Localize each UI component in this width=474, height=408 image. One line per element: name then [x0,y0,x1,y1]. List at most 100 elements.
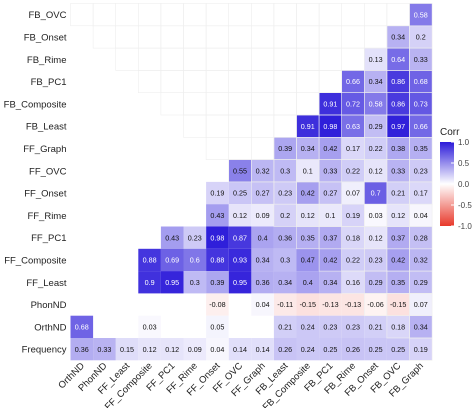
cell-value-label: 0.25 [391,345,405,354]
heatmap-cell [296,226,320,249]
cell-value-label: 0.58 [414,10,428,19]
heatmap-cell [409,315,433,338]
heatmap-cell [296,293,320,316]
cell-value-label: 0.13 [369,55,383,64]
cell-value-label: 0.23 [369,256,383,265]
heatmap-cell [251,159,274,182]
grid-cell-outline [341,47,365,71]
grid-cell-outline [160,92,184,116]
cell-value-label: 0.14 [233,345,247,354]
heatmap-cell [386,248,410,272]
cell-value-label: 0.03 [369,211,383,220]
cell-value-label: 0.73 [414,99,428,108]
heatmap-cell [251,271,274,294]
cell-value-label: 0.22 [346,166,360,175]
cell-value-label: 0.34 [278,278,292,287]
cell-value-label: 0.42 [323,144,337,153]
heatmap-cell [341,159,365,182]
heatmap-cell [341,271,365,294]
y-tick-label: FB_OVC [28,10,66,21]
cell-value-label: 0.33 [414,55,428,64]
cell-value-label: -0.08 [209,300,225,309]
grid-cell-outline [183,70,207,94]
cell-value-label: 0.07 [346,189,360,198]
legend-title: Corr [440,127,460,138]
cell-value-label: 0.42 [301,189,315,198]
heatmap-cell [386,115,410,138]
heatmap-cell [386,70,410,93]
cell-value-label: 0.09 [188,345,202,354]
heatmap-cell [386,25,410,49]
heatmap-cell [409,204,433,227]
heatmap-cell [138,315,161,338]
y-tick-label: FF_OVC [29,166,67,177]
heatmap-cell [160,338,184,361]
cell-value-label: 0.58 [369,99,383,108]
heatmap-cell [341,115,365,138]
heatmap-cell [386,315,410,338]
cell-value-label: 0.43 [210,211,224,220]
heatmap-cell [341,137,365,160]
heatmap-cell [70,315,94,338]
heatmap-cell [228,248,252,272]
legend-color-bar [440,142,454,226]
heatmap-cell [273,226,297,249]
heatmap-cell [228,159,252,182]
heatmap-cell [364,115,387,138]
legend-ticks: 1.0 0.5 0.0 -0.5 -1.0 [451,138,472,231]
heatmap-cell [409,137,433,160]
grid-cell-outline [318,70,343,94]
heatmap-cell [183,338,207,361]
heatmap-cell [386,226,410,249]
cell-value-label: 0.32 [414,256,428,265]
heatmap-cell [409,226,433,249]
cell-value-label: 0.66 [346,77,360,86]
cell-value-label: 0.66 [414,122,428,131]
cell-value-label: -0.15 [390,300,406,309]
cell-value-label: 0.35 [301,233,315,242]
cell-value-label: 0.35 [391,278,405,287]
heatmap-cell [319,137,342,160]
heatmap-cells: 0.58 0.2 0.34 0.33 0.64 0.13 0.68 0.86 0.34 0.66 0… [70,3,433,361]
cell-value-label: 0.9 [145,278,155,287]
grid-cell-outline [205,137,230,160]
heatmap-cell [364,248,387,272]
cell-value-label: 0.86 [391,77,405,86]
cell-value-label: -0.13 [322,300,338,309]
heatmap-cell [206,293,229,316]
heatmap-cell [319,159,342,182]
heatmap-cell [296,137,320,160]
heatmap-cell [364,226,387,249]
cell-value-label: 0.05 [210,322,224,331]
cell-value-label: 0.36 [278,233,292,242]
grid-cell-outline [138,25,162,49]
cell-value-label: 0.88 [210,256,224,265]
heatmap-cell [386,137,410,160]
heatmap-cell [70,338,94,361]
y-tick-label: OrthND [34,322,66,333]
grid-cell-outline [251,92,275,116]
y-axis-ticks: FB_OVC FB_Onset FB_Rime FB_PC1 FB_Composite F… [4,10,67,355]
heatmap-cell [364,48,387,71]
cell-value-label: 0.12 [369,233,383,242]
heatmap-cell [409,70,433,93]
cell-value-label: 0.25 [233,189,247,198]
heatmap-cell [319,181,342,205]
grid-cell-outline [228,137,252,160]
heatmap-cell [409,248,433,272]
grid-cell-outline [205,114,230,138]
cell-value-label: 0.23 [346,322,360,331]
heatmap-cell [409,271,433,294]
heatmap-cell [183,271,207,294]
cell-value-label: 0.43 [165,233,179,242]
heatmap-cell [386,159,410,182]
heatmap-cell [364,70,387,93]
heatmap-cell [228,226,252,249]
heatmap-cell [386,204,410,227]
cell-value-label: -0.13 [345,300,361,309]
cell-value-label: 0.17 [414,189,428,198]
grid-cell-outline [296,92,320,116]
grid-cell-outline [183,47,207,71]
heatmap-cell [273,159,297,182]
heatmap-cell [273,137,297,160]
